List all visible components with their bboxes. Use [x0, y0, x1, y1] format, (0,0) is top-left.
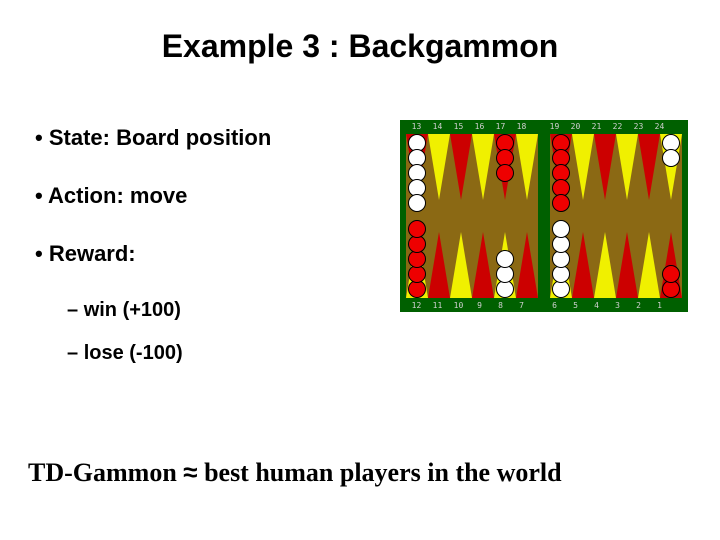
- point-label: 19: [544, 122, 565, 131]
- point-label: 10: [448, 301, 469, 310]
- point-label: [532, 301, 544, 310]
- approx-symbol: ≈: [183, 457, 197, 487]
- sub-win: – win (+100): [67, 299, 271, 322]
- triangle: [616, 134, 638, 200]
- triangle: [450, 134, 472, 200]
- board-half-left: [406, 134, 538, 298]
- point-label: 12: [406, 301, 427, 310]
- triangle: [516, 232, 538, 298]
- point-label: 7: [511, 301, 532, 310]
- point-label: 4: [586, 301, 607, 310]
- bullet-reward-text: Reward:: [49, 241, 136, 266]
- point-label: 11: [427, 301, 448, 310]
- checker: [408, 194, 426, 212]
- triangle: [572, 134, 594, 200]
- checker: [552, 220, 570, 238]
- labels-bottom: 121110987 654321: [400, 301, 688, 310]
- backgammon-board: 131415161718192021222324 121110987654321: [400, 120, 688, 312]
- point-label: 1: [649, 301, 670, 310]
- triangle: [428, 232, 450, 298]
- point-label: [532, 122, 544, 131]
- point-label: 18: [511, 122, 532, 131]
- bullet-list: • State: Board position • Action: move •…: [35, 125, 271, 385]
- point-label: 16: [469, 122, 490, 131]
- bullet-state-text: State: Board position: [49, 125, 271, 150]
- checker: [496, 250, 514, 268]
- checker: [662, 265, 680, 283]
- bullet-state: • State: Board position: [35, 125, 271, 151]
- triangle: [638, 134, 660, 200]
- point-label: 17: [490, 122, 511, 131]
- point-label: 5: [565, 301, 586, 310]
- bullet-action-text: Action: move: [48, 183, 187, 208]
- triangle: [472, 134, 494, 200]
- triangle: [638, 232, 660, 298]
- triangle: [594, 134, 616, 200]
- checker: [662, 149, 680, 167]
- board-half-right: [550, 134, 682, 298]
- slide-title: Example 3 : Backgammon: [0, 28, 720, 65]
- sub-win-text: win (+100): [84, 299, 181, 321]
- sub-lose-text: lose (-100): [84, 342, 183, 364]
- checker: [408, 220, 426, 238]
- triangle: [472, 232, 494, 298]
- point-label: 8: [490, 301, 511, 310]
- point-label: 13: [406, 122, 427, 131]
- point-label: 6: [544, 301, 565, 310]
- triangle: [428, 134, 450, 200]
- footer-line: TD-Gammon ≈ best human players in the wo…: [28, 457, 562, 488]
- point-label: 21: [586, 122, 607, 131]
- footer-td: TD-Gammon: [28, 458, 183, 487]
- labels-top: 131415161718 192021222324: [400, 122, 688, 131]
- bullet-action: • Action: move: [35, 183, 271, 209]
- triangle: [516, 134, 538, 200]
- point-label: 9: [469, 301, 490, 310]
- bullet-reward: • Reward:: [35, 241, 271, 267]
- point-label: 24: [649, 122, 670, 131]
- triangle: [594, 232, 616, 298]
- checker: [496, 164, 514, 182]
- board-frame: 131415161718192021222324 121110987654321: [400, 120, 688, 312]
- point-label: 2: [628, 301, 649, 310]
- triangle: [572, 232, 594, 298]
- point-label: 20: [565, 122, 586, 131]
- point-label: 23: [628, 122, 649, 131]
- point-label: 3: [607, 301, 628, 310]
- triangle: [616, 232, 638, 298]
- point-label: 15: [448, 122, 469, 131]
- board-bar: [538, 134, 550, 298]
- footer-rest: best human players in the world: [198, 458, 562, 487]
- checker: [552, 194, 570, 212]
- point-label: 14: [427, 122, 448, 131]
- point-label: 22: [607, 122, 628, 131]
- sub-lose: – lose (-100): [67, 342, 271, 365]
- triangle: [450, 232, 472, 298]
